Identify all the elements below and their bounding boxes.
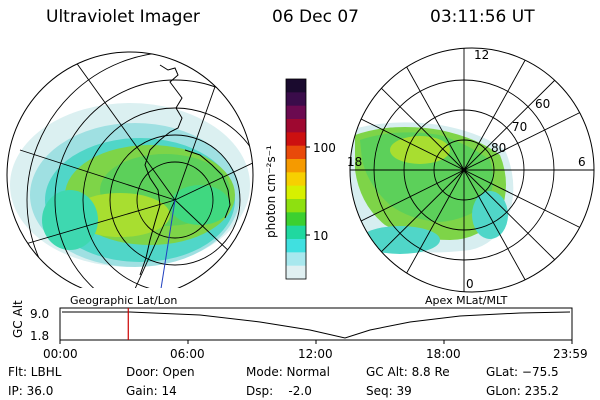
- info-gain: Gain: 14: [126, 384, 177, 398]
- colorbar-swatch: [286, 239, 306, 253]
- orbit-y-axis-label: GC Alt: [11, 300, 25, 338]
- mlat-label-80: 80: [491, 141, 507, 155]
- colorbar-ticks: [306, 146, 310, 236]
- colorbar-unit-label: photon cm⁻²s⁻¹: [264, 145, 278, 238]
- date-label: 06 Dec 07: [272, 7, 359, 27]
- geo-lat-grid: [26, 52, 253, 288]
- colorbar-swatch: [286, 225, 306, 240]
- instrument-title: Ultraviolet Imager: [46, 7, 200, 27]
- info-flt: Flt: LBHL: [8, 365, 62, 379]
- geo-map-caption: Geographic Lat/Lon: [70, 294, 178, 307]
- colorbar-swatch: [286, 145, 306, 160]
- mlt-label-18: 18: [347, 155, 363, 169]
- geographic-map: [6, 51, 254, 288]
- orbit-x-tick-1: 06:00: [170, 347, 205, 361]
- mlt-label-0: 0: [466, 277, 474, 291]
- mlat-label-60: 60: [535, 97, 551, 111]
- mlt-label-12: 12: [474, 48, 490, 62]
- time-label: 03:11:56 UT: [430, 7, 535, 27]
- colorbar-swatch: [286, 105, 306, 120]
- orbit-x-tick-2: 12:00: [298, 347, 333, 361]
- orbit-x-ticks: [59, 340, 573, 344]
- info-mode: Mode: Normal: [246, 365, 330, 379]
- mlat-label-70: 70: [512, 120, 528, 134]
- colorbar-swatch: [286, 252, 306, 267]
- colorbar-swatch: [286, 185, 306, 200]
- mag-map-caption: Apex MLat/MLT: [425, 294, 508, 307]
- mlt-label-6: 6: [578, 155, 586, 169]
- colorbar-swatch: [286, 132, 306, 147]
- colorbar-swatch: [286, 199, 306, 213]
- orbit-x-tick-3: 18:00: [426, 347, 461, 361]
- noon-meridian: [159, 199, 176, 288]
- colorbar-swatch: [286, 265, 306, 280]
- info-gc-alt: GC Alt: 8.8 Re: [366, 365, 450, 379]
- orbit-plot-frame: [59, 307, 573, 341]
- orbit-altitude-plot: [59, 307, 573, 344]
- colorbar: [286, 79, 306, 280]
- orbit-x-tick-0: 00:00: [43, 347, 78, 361]
- info-seq: Seq: 39: [366, 384, 412, 398]
- geo-map-border: [6, 51, 254, 288]
- orbit-y-tick-min: 1.8: [30, 329, 50, 343]
- colorbar-swatch: [286, 92, 306, 107]
- colorbar-swatch: [286, 119, 306, 133]
- colorbar-swatch: [286, 79, 306, 93]
- info-glat: GLat: −75.5: [486, 365, 559, 379]
- info-door: Door: Open: [126, 365, 195, 379]
- info-glon: GLon: 235.2: [486, 384, 559, 398]
- colorbar-swatch: [286, 212, 306, 227]
- mag-map-border: [349, 47, 595, 293]
- info-dsp: Dsp: -2.0: [246, 384, 312, 398]
- colorbar-tick-10: 10: [313, 229, 329, 243]
- orbit-x-tick-4: 23:59: [553, 347, 588, 361]
- altitude-curve: [62, 311, 571, 339]
- coastline: [139, 64, 231, 276]
- orbit-y-tick-max: 9.0: [30, 307, 50, 321]
- colorbar-tick-100: 100: [313, 141, 336, 155]
- colorbar-swatch: [286, 159, 306, 173]
- magnetic-map: [349, 47, 595, 293]
- colorbar-swatch: [286, 172, 306, 187]
- mag-mlt-grid: [350, 48, 594, 292]
- info-ip: IP: 36.0: [8, 384, 54, 398]
